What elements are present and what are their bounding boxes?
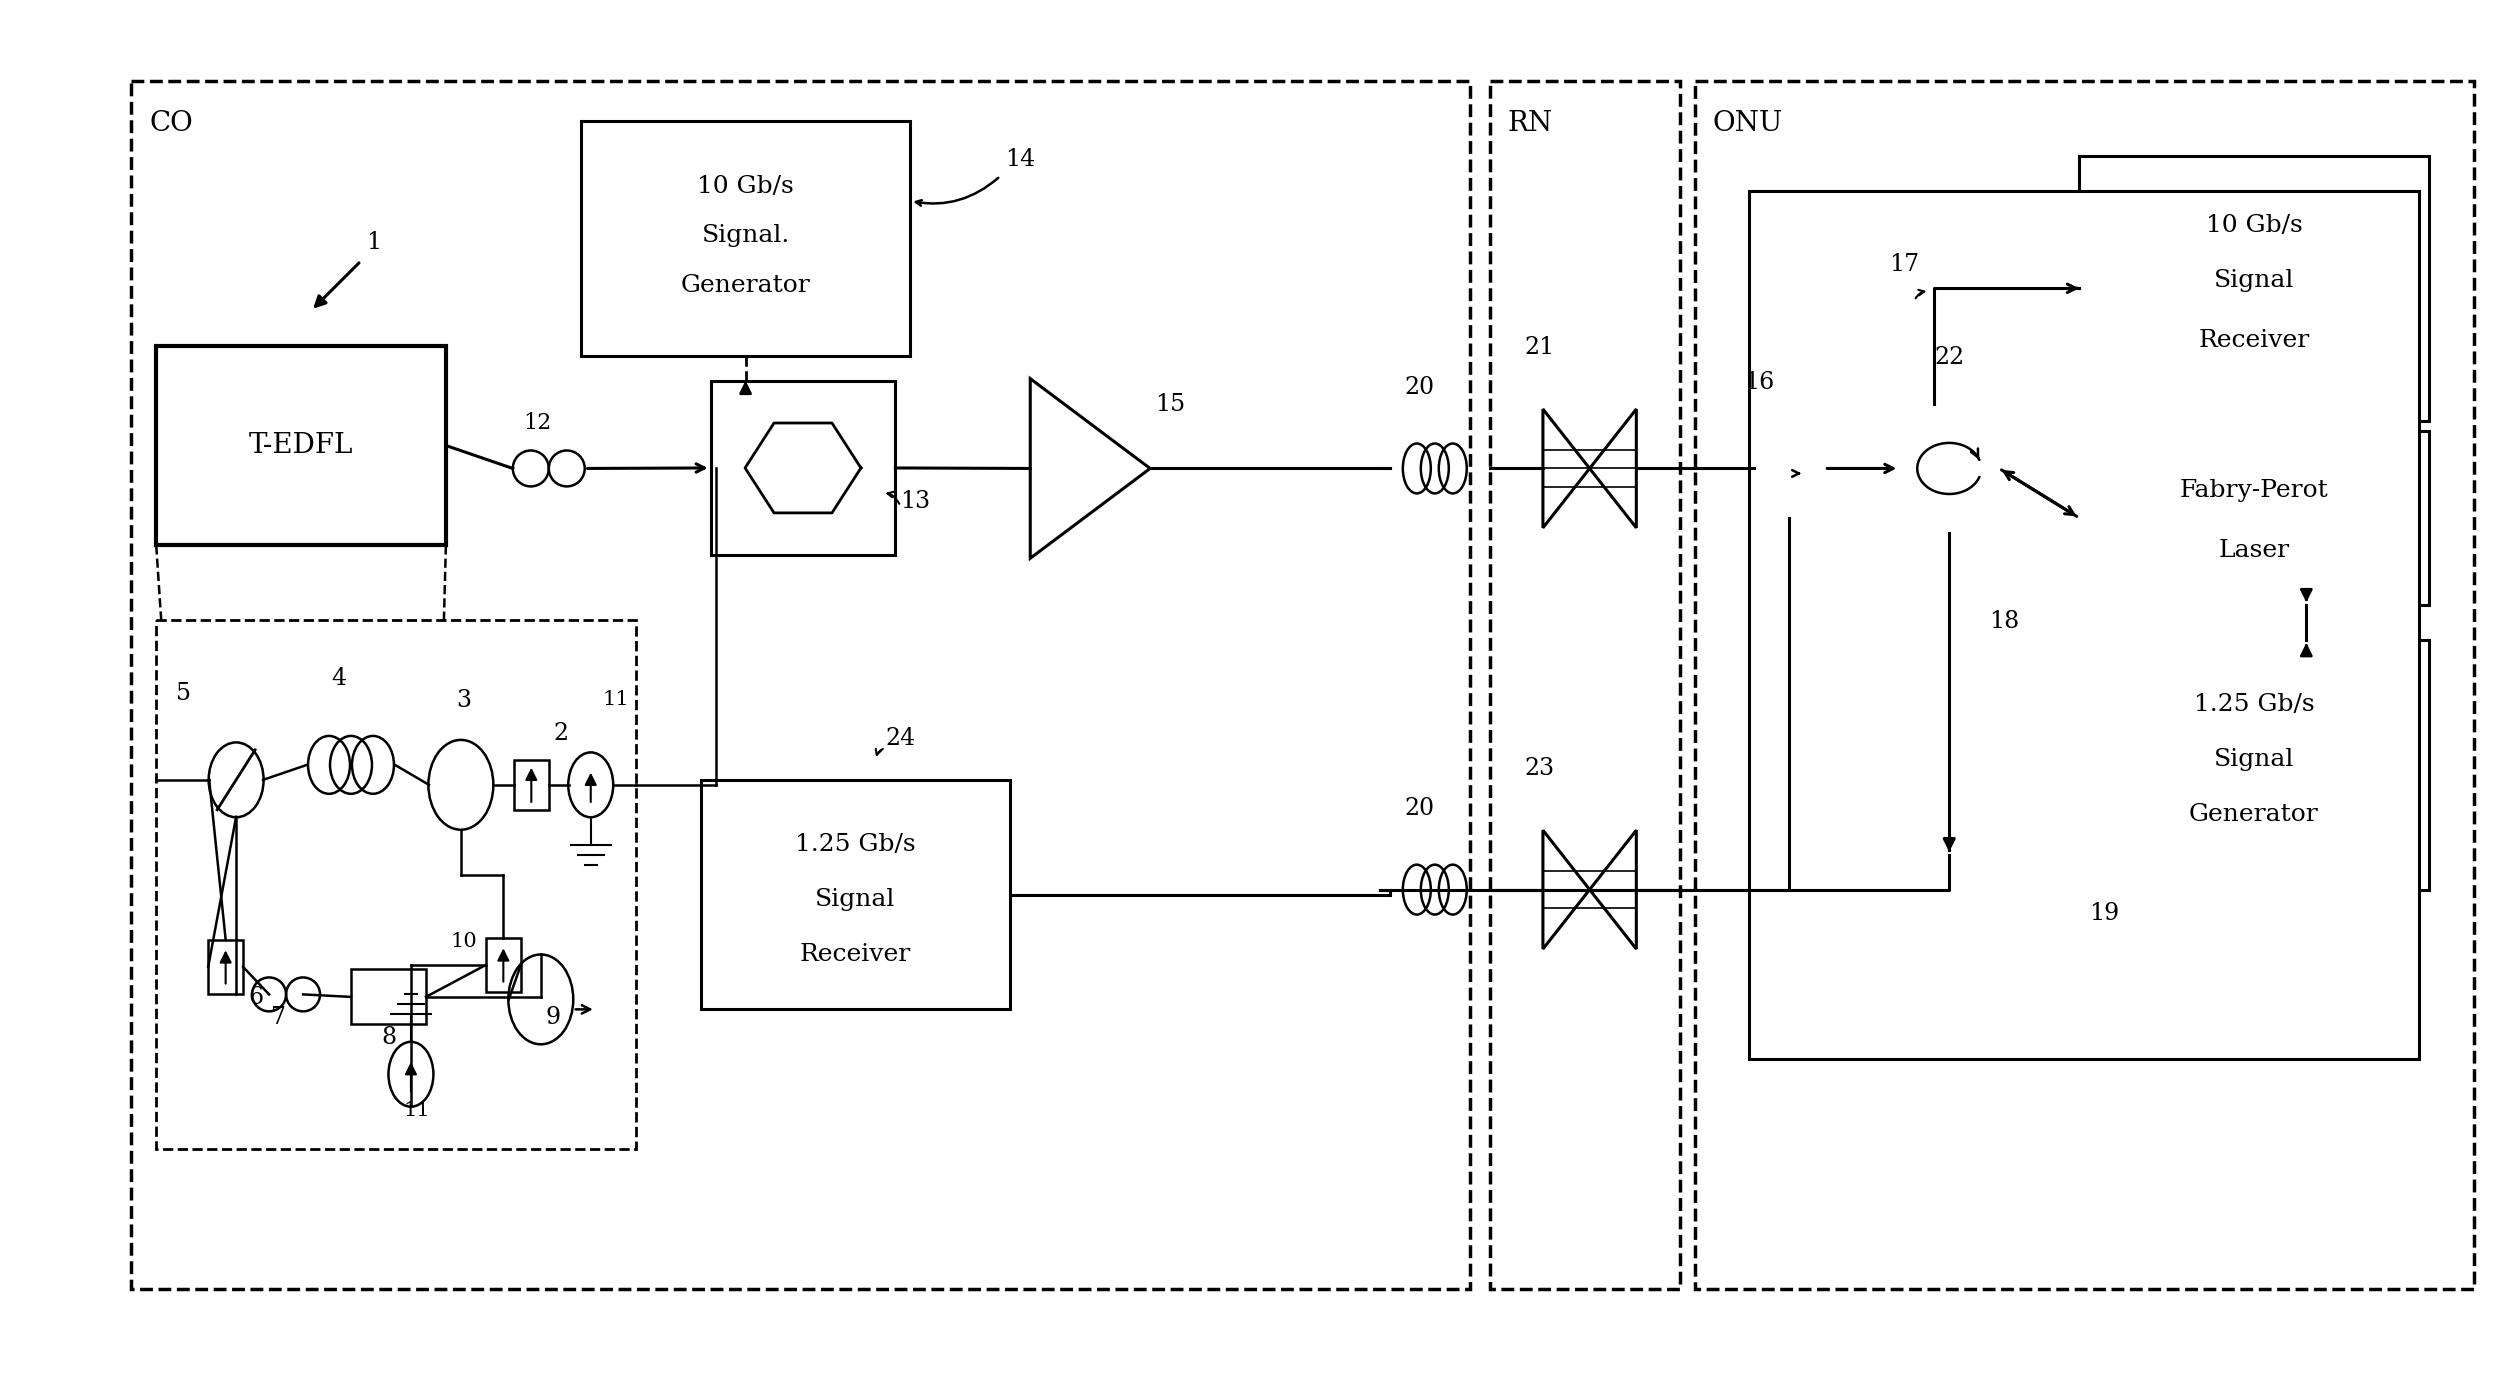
Text: 20: 20: [1406, 376, 1436, 398]
Text: 23: 23: [1524, 756, 1554, 780]
Text: Signal: Signal: [2214, 269, 2294, 293]
Text: 1: 1: [366, 230, 382, 254]
Bar: [156, 346, 447, 545]
Bar: [580, 121, 911, 355]
Text: 12: 12: [525, 411, 552, 433]
Bar: [2078, 640, 2430, 890]
Text: 24: 24: [886, 727, 916, 750]
Polygon shape: [1589, 830, 1637, 949]
Text: 13: 13: [901, 490, 931, 514]
Text: 2: 2: [555, 722, 570, 745]
Text: 20: 20: [1406, 797, 1436, 820]
Text: 14: 14: [1007, 149, 1037, 171]
Polygon shape: [1589, 409, 1637, 527]
Text: Signal: Signal: [2214, 748, 2294, 772]
Polygon shape: [1544, 830, 1589, 949]
Text: 1.25 Gb/s: 1.25 Gb/s: [2194, 694, 2314, 716]
Bar: [487, 937, 520, 992]
Text: 5: 5: [176, 682, 191, 705]
Text: 22: 22: [1935, 346, 1965, 369]
Bar: [1491, 82, 1679, 1289]
Text: 10 Gb/s: 10 Gb/s: [698, 175, 793, 197]
Text: 16: 16: [1744, 371, 1775, 394]
Text: 4: 4: [331, 668, 346, 690]
Text: Generator: Generator: [680, 275, 811, 297]
Text: Signal: Signal: [816, 888, 896, 911]
Text: 1.25 Gb/s: 1.25 Gb/s: [796, 833, 916, 856]
Text: Receiver: Receiver: [2199, 329, 2309, 353]
Text: Laser: Laser: [2219, 539, 2289, 562]
Text: Receiver: Receiver: [801, 942, 911, 966]
Text: T-EDFL: T-EDFL: [248, 432, 354, 459]
Bar: [700, 780, 1009, 1009]
Text: 11: 11: [404, 1101, 429, 1120]
Bar: [515, 759, 550, 809]
Bar: [2078, 430, 2430, 605]
Text: Generator: Generator: [2189, 804, 2319, 826]
Text: 17: 17: [1890, 253, 1920, 276]
Bar: [710, 380, 896, 555]
Text: 6: 6: [248, 987, 264, 1009]
Polygon shape: [1544, 409, 1589, 527]
Text: 10 Gb/s: 10 Gb/s: [2206, 214, 2302, 237]
Text: Signal.: Signal.: [700, 225, 791, 247]
Text: CO: CO: [148, 110, 193, 137]
Text: 9: 9: [545, 1006, 560, 1030]
Bar: [131, 82, 1471, 1289]
Text: 3: 3: [457, 688, 472, 712]
Text: 15: 15: [1155, 393, 1185, 415]
Text: 7: 7: [271, 1006, 286, 1030]
Bar: [208, 940, 243, 994]
Bar: [156, 620, 635, 1149]
Bar: [1749, 192, 2420, 1059]
Bar: [351, 969, 427, 1024]
Text: 11: 11: [602, 690, 630, 709]
Text: RN: RN: [1509, 110, 1554, 137]
Polygon shape: [1029, 379, 1150, 558]
Text: 21: 21: [1524, 336, 1556, 358]
Text: Fabry-Perot: Fabry-Perot: [2179, 479, 2329, 502]
Bar: [2078, 155, 2430, 421]
Text: 18: 18: [1990, 611, 2021, 633]
Text: ONU: ONU: [1712, 110, 1782, 137]
Text: 19: 19: [2088, 902, 2118, 924]
Text: 10: 10: [452, 933, 477, 952]
Text: 8: 8: [382, 1026, 397, 1049]
Bar: [1694, 82, 2475, 1289]
